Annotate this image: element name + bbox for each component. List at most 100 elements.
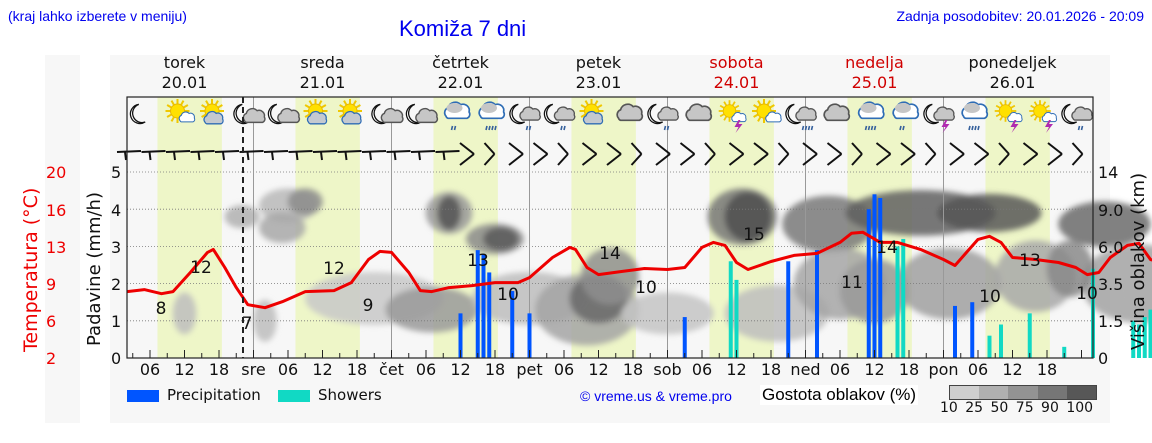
- temperature-labels: 8 12 7 12 9 13 10 14 10 15 11 14 10 13 10: [156, 225, 1098, 334]
- axis-tick-label: 1: [111, 312, 122, 331]
- moon-cloud-icon: [405, 103, 439, 125]
- x-tick-label: 12: [726, 360, 747, 379]
- moon-cloud-rain-icon: [509, 103, 541, 131]
- svg-text:11: 11: [841, 273, 863, 293]
- cloud-rain-icon: [892, 101, 920, 131]
- precipitation-legend-swatch: [127, 390, 159, 402]
- svg-text:13: 13: [1019, 251, 1041, 271]
- weather-icons: [129, 99, 1093, 133]
- day-label-1: sreda 21.01: [263, 53, 383, 93]
- svg-text:10: 10: [979, 287, 1001, 307]
- x-tick-label: čet: [379, 360, 404, 379]
- x-tick-label: 12: [312, 360, 333, 379]
- plot-frame: [126, 96, 1094, 359]
- cloud-density-title: Gostota oblakov (%): [760, 385, 919, 405]
- axis-tick-label: 14: [1098, 163, 1119, 182]
- sun-cloud-icon: [303, 99, 328, 125]
- day-label-4: sobota 24.01: [677, 53, 797, 93]
- day-name: sobota: [709, 53, 764, 72]
- moon-icon: [129, 103, 146, 125]
- location-hint: (kraj lahko izberete v meniju): [8, 8, 187, 24]
- showers-legend-swatch: [278, 390, 310, 402]
- svg-text:12: 12: [323, 259, 345, 279]
- day-name: sreda: [300, 53, 345, 72]
- axis-tick-label: 9: [46, 275, 57, 294]
- day-label-0: torek 20.01: [125, 53, 245, 93]
- x-tick-label: 06: [553, 360, 575, 379]
- moon-cloud-rain-icon: [1061, 103, 1093, 131]
- temperature-axis-title: Temperatura (°C): [20, 187, 42, 352]
- x-tick-label: 18: [484, 360, 506, 379]
- axis-tick-label: 20: [46, 163, 67, 182]
- x-tick-label: 06: [415, 360, 437, 379]
- axis-tick-label: 3: [111, 238, 122, 257]
- temperature-line: [126, 230, 1152, 310]
- axis-tick-label: 3.5: [1098, 275, 1124, 294]
- day-name: četrtek: [432, 53, 489, 72]
- axis-tick-label: 6.0: [1098, 238, 1124, 257]
- svg-text:12: 12: [190, 258, 212, 278]
- x-tick-label: 12: [864, 360, 885, 379]
- svg-text:14: 14: [599, 244, 621, 264]
- cloud-density-field: [172, 188, 1152, 346]
- cloud-icon: [685, 103, 713, 122]
- x-tick-label: sre: [241, 360, 266, 379]
- day-date: 24.01: [713, 73, 760, 92]
- day-date: 21.01: [299, 73, 346, 92]
- axis-tick-label: 2: [111, 275, 122, 294]
- wind-barbs: [116, 142, 1084, 166]
- x-tick-label: 18: [208, 360, 230, 379]
- density-swatch: [1008, 386, 1038, 399]
- day-name: ponedeljek: [968, 53, 1057, 72]
- moon-cloud-rain-icon: [543, 103, 576, 131]
- temperature-axis-panel: [45, 55, 80, 423]
- x-tick-label: 18: [760, 360, 782, 379]
- day-name: torek: [163, 53, 206, 72]
- precipitation-axis-title: Padavine (mm/h): [84, 192, 105, 346]
- axis-tick-label: 2: [46, 349, 57, 368]
- x-tick-label: pet: [516, 360, 543, 379]
- cloud-density-scale-labels: 10 25 50 75 90 100: [940, 400, 1094, 416]
- day-label-5: nedelja 25.01: [815, 53, 935, 93]
- day-date: 22.01: [437, 73, 484, 92]
- cloud-rain-heavy-icon: [857, 101, 885, 131]
- sun-thunder-icon: [994, 100, 1023, 133]
- day-date: 26.01: [989, 73, 1036, 92]
- sun-thunder-icon: [718, 100, 747, 133]
- cloud-height-axis-title: Višina oblakov (km): [1128, 172, 1149, 350]
- x-tick-label: 12: [588, 360, 609, 379]
- sun-cloud-icon: [579, 99, 604, 125]
- credit-link[interactable]: © vreme.us & vreme.pro: [580, 388, 732, 404]
- cloud-rain-heavy-icon: [961, 101, 989, 131]
- cloud-icon: [616, 103, 644, 122]
- svg-text:10: 10: [1076, 284, 1098, 304]
- svg-text:8: 8: [156, 299, 167, 319]
- moon-thunder-icon: [923, 103, 955, 133]
- density-swatch: [1037, 386, 1067, 399]
- page-title: Komiža 7 dni: [399, 16, 527, 41]
- sun-small-cloud-icon: [752, 99, 782, 123]
- axis-tick-label: 1.5: [1098, 312, 1124, 331]
- sun-small-cloud-icon: [165, 99, 196, 123]
- cloud-icon: [823, 103, 851, 122]
- day-date: 20.01: [161, 73, 208, 92]
- day-label-3: petek 23.01: [539, 53, 659, 93]
- grid-lines: [127, 97, 1093, 358]
- x-tick-label: sob: [653, 360, 682, 379]
- day-label-6: ponedeljek 26.01: [953, 53, 1073, 93]
- x-tick-label: 12: [450, 360, 471, 379]
- x-tick-label: ned: [790, 360, 821, 379]
- moon-cloud-rain-icon: [647, 103, 679, 131]
- axis-tick-label: 16: [46, 201, 67, 220]
- svg-text:14: 14: [876, 238, 898, 258]
- day-name: nedelja: [845, 53, 904, 72]
- density-swatch: [950, 386, 980, 399]
- axis-tick-label: 9.0: [1098, 201, 1124, 220]
- axis-tick-label: 0: [111, 349, 122, 368]
- x-tick-label: 18: [1036, 360, 1058, 379]
- x-tick-label: 12: [1002, 360, 1023, 379]
- density-swatch: [1066, 386, 1097, 399]
- day-name: petek: [575, 53, 622, 72]
- x-tick-label: pon: [928, 360, 959, 379]
- cloud-rain-icon: [443, 101, 471, 131]
